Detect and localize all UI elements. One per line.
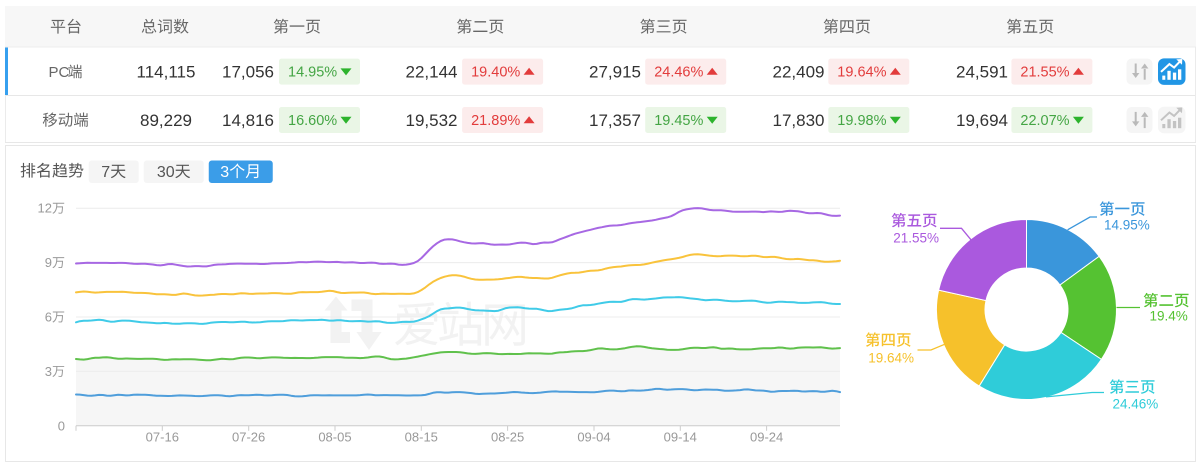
svg-text:24.46%: 24.46% xyxy=(654,65,703,81)
svg-text:PC: PC xyxy=(49,64,70,81)
svg-text:12: 12 xyxy=(38,201,52,216)
svg-text:24,591: 24,591 xyxy=(956,63,1008,82)
svg-text:24.46%: 24.46% xyxy=(1113,397,1159,412)
svg-text:7: 7 xyxy=(101,164,110,181)
svg-text:114,115: 114,115 xyxy=(137,63,196,82)
svg-text:14.95%: 14.95% xyxy=(1104,218,1150,233)
svg-text:19.4%: 19.4% xyxy=(1150,309,1188,324)
svg-text:22,409: 22,409 xyxy=(773,63,825,82)
svg-text:21.55%: 21.55% xyxy=(1020,65,1069,81)
svg-text:07-16: 07-16 xyxy=(146,430,179,445)
svg-text:22.07%: 22.07% xyxy=(1020,113,1069,129)
svg-text:09-24: 09-24 xyxy=(750,430,783,445)
svg-text:17,357: 17,357 xyxy=(589,111,641,130)
svg-text:0: 0 xyxy=(58,418,65,433)
svg-text:09-04: 09-04 xyxy=(577,430,610,445)
svg-text:09-14: 09-14 xyxy=(664,430,697,445)
svg-text:27,915: 27,915 xyxy=(589,63,641,82)
svg-text:9: 9 xyxy=(45,255,52,270)
svg-text:19,532: 19,532 xyxy=(406,111,458,130)
svg-text:19.40%: 19.40% xyxy=(471,65,520,81)
svg-text:19.98%: 19.98% xyxy=(837,113,886,129)
svg-text:17,056: 17,056 xyxy=(222,63,274,82)
svg-text:89,229: 89,229 xyxy=(140,111,192,130)
svg-text:19.64%: 19.64% xyxy=(837,65,886,81)
svg-text:16.60%: 16.60% xyxy=(288,113,337,129)
svg-text:21.55%: 21.55% xyxy=(893,231,939,246)
svg-text:17,830: 17,830 xyxy=(773,111,825,130)
svg-text:21.89%: 21.89% xyxy=(471,113,520,129)
svg-text:07-26: 07-26 xyxy=(232,430,265,445)
svg-text:30: 30 xyxy=(157,164,175,181)
svg-text:6: 6 xyxy=(45,310,52,325)
svg-text:08-15: 08-15 xyxy=(405,430,438,445)
svg-text:08-05: 08-05 xyxy=(318,430,351,445)
svg-text:14.95%: 14.95% xyxy=(288,65,337,81)
svg-text:3: 3 xyxy=(220,164,229,181)
svg-text:19,694: 19,694 xyxy=(956,111,1008,130)
svg-text:08-25: 08-25 xyxy=(491,430,524,445)
svg-text:3: 3 xyxy=(45,364,52,379)
svg-text:19.64%: 19.64% xyxy=(868,351,914,366)
svg-text:22,144: 22,144 xyxy=(406,63,458,82)
svg-text:14,816: 14,816 xyxy=(222,111,274,130)
svg-text:19.45%: 19.45% xyxy=(654,113,703,129)
